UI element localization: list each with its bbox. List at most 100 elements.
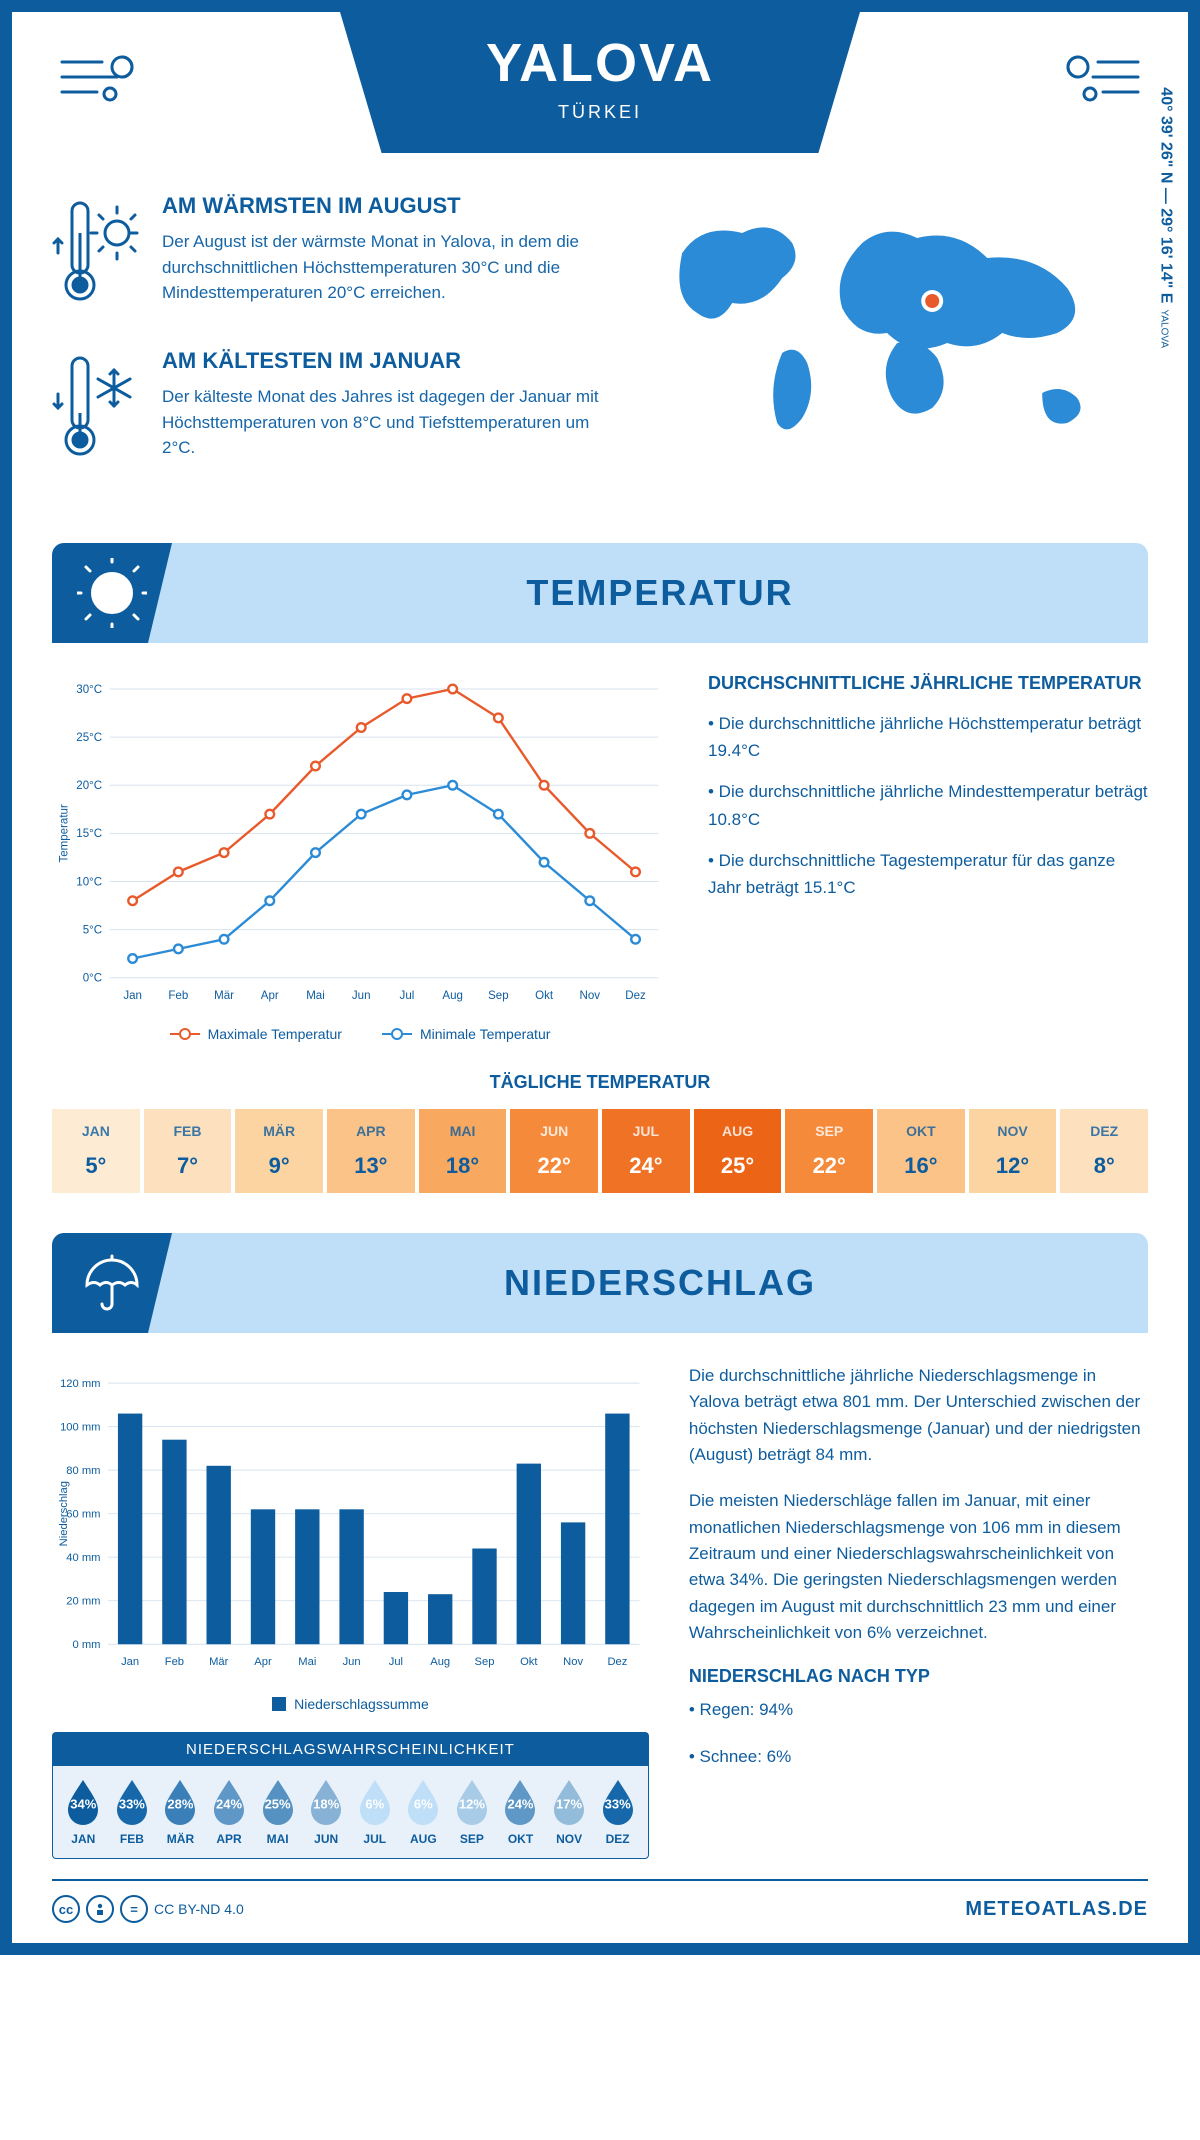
drop-icon: 24% [210, 1778, 248, 1826]
drop-icon: 34% [64, 1778, 102, 1826]
fact-warm-text: Der August ist der wärmste Monat in Yalo… [162, 229, 616, 306]
temp-info-b1: • Die durchschnittliche jährliche Höchst… [708, 710, 1148, 764]
svg-text:Jul: Jul [400, 990, 415, 1002]
precip-t2: • Schnee: 6% [689, 1744, 1148, 1770]
svg-text:Okt: Okt [535, 990, 554, 1002]
svg-text:80 mm: 80 mm [66, 1465, 100, 1477]
precip-legend-label: Niederschlagssumme [294, 1696, 429, 1712]
thermometer-cold-icon [52, 348, 142, 473]
svg-text:Sep: Sep [475, 1656, 495, 1668]
prob-cell: 24% OKT [496, 1778, 545, 1846]
svg-text:Temperatur: Temperatur [58, 804, 70, 862]
fact-cold-text: Der kälteste Monat des Jahres ist dagege… [162, 384, 616, 461]
drop-icon: 28% [161, 1778, 199, 1826]
world-map [636, 193, 1148, 473]
coordinates: 40° 39' 26" N — 29° 16' 14" EYALOVA [1157, 87, 1175, 348]
daily-temp-title: TÄGLICHE TEMPERATUR [52, 1072, 1148, 1093]
svg-text:Nov: Nov [580, 990, 601, 1002]
svg-text:100 mm: 100 mm [60, 1421, 100, 1433]
country-subtitle: TÜRKEI [420, 102, 780, 123]
svg-text:10°C: 10°C [76, 876, 102, 888]
temp-info-b2: • Die durchschnittliche jährliche Mindes… [708, 778, 1148, 832]
temperature-info: DURCHSCHNITTLICHE JÄHRLICHE TEMPERATUR •… [708, 673, 1148, 1042]
svg-text:Okt: Okt [520, 1656, 538, 1668]
legend-min: Minimale Temperatur [420, 1026, 550, 1042]
section-title-temperature: TEMPERATUR [172, 572, 1148, 614]
svg-text:25°C: 25°C [76, 732, 102, 744]
daily-cell: JAN5° [52, 1109, 140, 1193]
prob-cell: 33% DEZ [593, 1778, 642, 1846]
svg-text:Jan: Jan [121, 1656, 139, 1668]
svg-text:Feb: Feb [165, 1656, 184, 1668]
intro-section: AM WÄRMSTEN IM AUGUST Der August ist der… [52, 193, 1148, 503]
daily-cell: APR13° [327, 1109, 415, 1193]
svg-text:Mai: Mai [306, 990, 325, 1002]
precip-type-title: NIEDERSCHLAG NACH TYP [689, 1666, 1148, 1687]
section-banner-temperature: TEMPERATUR [52, 543, 1148, 643]
svg-text:0 mm: 0 mm [73, 1639, 101, 1651]
brand-name: METEOATLAS.DE [965, 1898, 1148, 1921]
svg-text:Niederschlag: Niederschlag [58, 1481, 70, 1546]
svg-text:Aug: Aug [442, 990, 463, 1002]
prob-cell: 6% JUL [350, 1778, 399, 1846]
prob-cell: 24% APR [205, 1778, 254, 1846]
temperature-line-chart: 0°C5°C10°C15°C20°C25°C30°CJanFebMärAprMa… [52, 673, 668, 1042]
license-text: CC BY-ND 4.0 [154, 1901, 244, 1917]
svg-text:Dez: Dez [607, 1656, 627, 1668]
precip-info: Die durchschnittliche jährliche Niedersc… [689, 1363, 1148, 1859]
fact-warmest: AM WÄRMSTEN IM AUGUST Der August ist der… [52, 193, 616, 318]
section-banner-precip: NIEDERSCHLAG [52, 1233, 1148, 1333]
precip-p2: Die meisten Niederschläge fallen im Janu… [689, 1488, 1148, 1646]
prob-cell: 18% JUN [302, 1778, 351, 1846]
svg-text:30°C: 30°C [76, 684, 102, 696]
drop-icon: 6% [356, 1778, 394, 1826]
daily-cell: FEB7° [144, 1109, 232, 1193]
svg-text:Jun: Jun [343, 1656, 361, 1668]
svg-text:Mai: Mai [298, 1656, 316, 1668]
svg-text:0°C: 0°C [83, 973, 102, 985]
svg-text:15°C: 15°C [76, 828, 102, 840]
by-icon [86, 1895, 114, 1923]
drop-icon: 6% [404, 1778, 442, 1826]
precip-legend: Niederschlagssumme [52, 1696, 649, 1712]
cc-icon: cc [52, 1895, 80, 1923]
temp-info-title: DURCHSCHNITTLICHE JÄHRLICHE TEMPERATUR [708, 673, 1148, 694]
precip-probability-box: NIEDERSCHLAGSWAHRSCHEINLICHKEIT 34% JAN … [52, 1732, 649, 1859]
legend-max: Maximale Temperatur [208, 1026, 342, 1042]
svg-text:Jan: Jan [123, 990, 142, 1002]
precip-bar-chart: 0 mm20 mm40 mm60 mm80 mm100 mm120 mmJanF… [52, 1363, 649, 1712]
drop-icon: 25% [259, 1778, 297, 1826]
chart-legend: Maximale Temperatur Minimale Temperatur [52, 1026, 668, 1042]
svg-text:Mär: Mär [214, 990, 234, 1002]
prob-title: NIEDERSCHLAGSWAHRSCHEINLICHKEIT [53, 1733, 648, 1766]
prob-cell: 12% SEP [448, 1778, 497, 1846]
temp-info-b3: • Die durchschnittliche Tagestemperatur … [708, 847, 1148, 901]
drop-icon: 17% [550, 1778, 588, 1826]
drop-icon: 33% [113, 1778, 151, 1826]
wind-icon [1038, 32, 1148, 127]
drop-icon: 12% [453, 1778, 491, 1826]
fact-cold-title: AM KÄLTESTEN IM JANUAR [162, 348, 616, 374]
umbrella-icon [52, 1233, 172, 1333]
section-title-precip: NIEDERSCHLAG [172, 1262, 1148, 1304]
precip-t1: • Regen: 94% [689, 1697, 1148, 1723]
fact-coldest: AM KÄLTESTEN IM JANUAR Der kälteste Mona… [52, 348, 616, 473]
daily-cell: MÄR9° [235, 1109, 323, 1193]
prob-cell: 6% AUG [399, 1778, 448, 1846]
svg-text:Feb: Feb [168, 990, 188, 1002]
city-title: YALOVA [420, 32, 780, 94]
license: cc = CC BY-ND 4.0 [52, 1895, 244, 1923]
svg-text:40 mm: 40 mm [66, 1552, 100, 1564]
world-map-block: 40° 39' 26" N — 29° 16' 14" EYALOVA [636, 193, 1148, 503]
drop-icon: 18% [307, 1778, 345, 1826]
daily-cell: AUG25° [694, 1109, 782, 1193]
drop-icon: 24% [501, 1778, 539, 1826]
svg-text:20 mm: 20 mm [66, 1595, 100, 1607]
svg-text:Jul: Jul [389, 1656, 403, 1668]
daily-cell: JUN22° [510, 1109, 598, 1193]
wind-icon [52, 32, 162, 127]
svg-text:Mär: Mär [209, 1656, 229, 1668]
prob-cell: 34% JAN [59, 1778, 108, 1846]
svg-text:Dez: Dez [625, 990, 646, 1002]
svg-text:5°C: 5°C [83, 924, 102, 936]
